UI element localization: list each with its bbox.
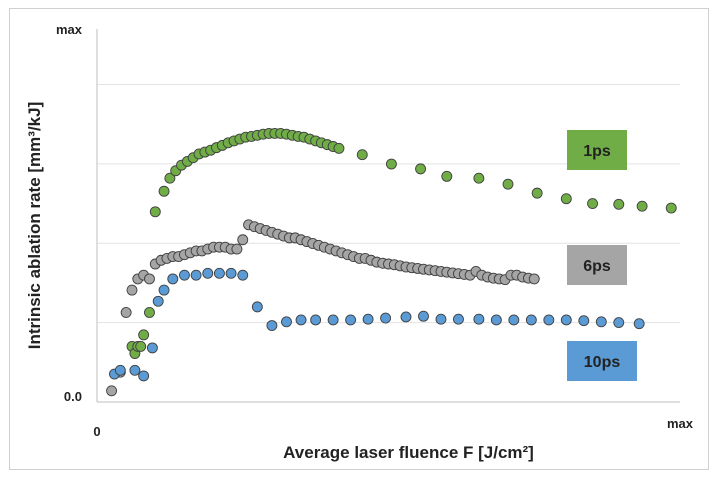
data-point: [531, 187, 543, 199]
data-point: [106, 385, 118, 397]
data-point: [144, 273, 155, 285]
data-point: [213, 267, 225, 279]
data-point: [665, 202, 677, 214]
data-point: [587, 198, 598, 210]
data-point: [613, 317, 625, 329]
data-point: [138, 370, 150, 382]
data-point: [595, 316, 607, 328]
series-10ps: [109, 267, 645, 382]
data-point: [578, 315, 590, 327]
y-tick-label-0: 0.0: [64, 389, 82, 404]
y-tick-label-max: max: [56, 22, 83, 37]
data-point: [120, 307, 132, 318]
data-point: [310, 314, 322, 326]
data-point: [164, 172, 176, 184]
legend-swatch-10ps: [567, 341, 637, 381]
x-tick-label-0: 0: [93, 424, 100, 439]
data-point: [138, 329, 150, 341]
data-point: [152, 295, 164, 307]
data-point: [231, 243, 243, 255]
data-point: [190, 269, 202, 281]
data-point: [633, 318, 645, 330]
data-point: [237, 269, 249, 281]
data-point: [508, 314, 520, 326]
data-point: [528, 273, 540, 285]
legend: 1ps 6ps 10ps: [567, 130, 637, 381]
data-point: [543, 314, 555, 326]
data-points: [106, 127, 677, 397]
x-tick-label-max: max: [667, 416, 694, 431]
data-point: [167, 273, 179, 285]
data-point: [613, 198, 625, 210]
data-point: [362, 313, 374, 325]
data-point: [202, 267, 214, 279]
data-point: [453, 313, 464, 325]
data-point: [146, 342, 158, 354]
data-point: [385, 158, 397, 170]
chart-frame: 0.0 max 0 max Average laser fluence F [J…: [9, 8, 709, 470]
legend-label-6ps: 6ps: [583, 258, 611, 275]
data-point: [473, 172, 485, 184]
legend-swatch-6ps: [567, 245, 627, 285]
data-point: [144, 307, 155, 318]
data-point: [237, 234, 249, 246]
data-point: [415, 163, 427, 175]
data-point: [502, 178, 514, 190]
legend-label-10ps: 10ps: [584, 354, 621, 371]
data-point: [126, 284, 138, 296]
x-axis-label: Average laser fluence F [J/cm²]: [283, 443, 534, 462]
data-point: [636, 200, 648, 212]
data-point: [149, 206, 161, 218]
legend-label-1ps: 1ps: [583, 143, 611, 160]
data-point: [158, 284, 170, 296]
data-point: [129, 364, 141, 376]
data-point: [441, 170, 453, 182]
data-point: [490, 314, 502, 326]
data-point: [333, 142, 345, 154]
data-point: [525, 314, 537, 326]
data-point: [251, 301, 263, 313]
data-point: [560, 193, 572, 205]
data-point: [418, 310, 429, 322]
data-point: [560, 314, 572, 326]
y-axis-label: Intrinsic ablation rate [mm³/kJ]: [25, 102, 44, 350]
series-6ps: [106, 219, 540, 397]
data-point: [435, 313, 447, 325]
data-point: [327, 314, 339, 326]
data-point: [135, 340, 147, 352]
data-point: [178, 269, 190, 281]
data-point: [158, 185, 170, 197]
data-point: [345, 314, 357, 326]
data-point: [356, 149, 368, 161]
data-point: [380, 312, 392, 324]
data-point: [266, 320, 278, 331]
legend-swatch-1ps: [567, 130, 627, 170]
data-point: [295, 314, 307, 326]
data-point: [225, 267, 237, 279]
data-point: [473, 313, 485, 325]
data-point: [281, 316, 292, 328]
series-1ps: [126, 127, 677, 359]
chart-canvas: 0.0 max 0 max Average laser fluence F [J…: [25, 22, 694, 462]
data-point: [400, 311, 412, 323]
data-point: [114, 364, 126, 376]
